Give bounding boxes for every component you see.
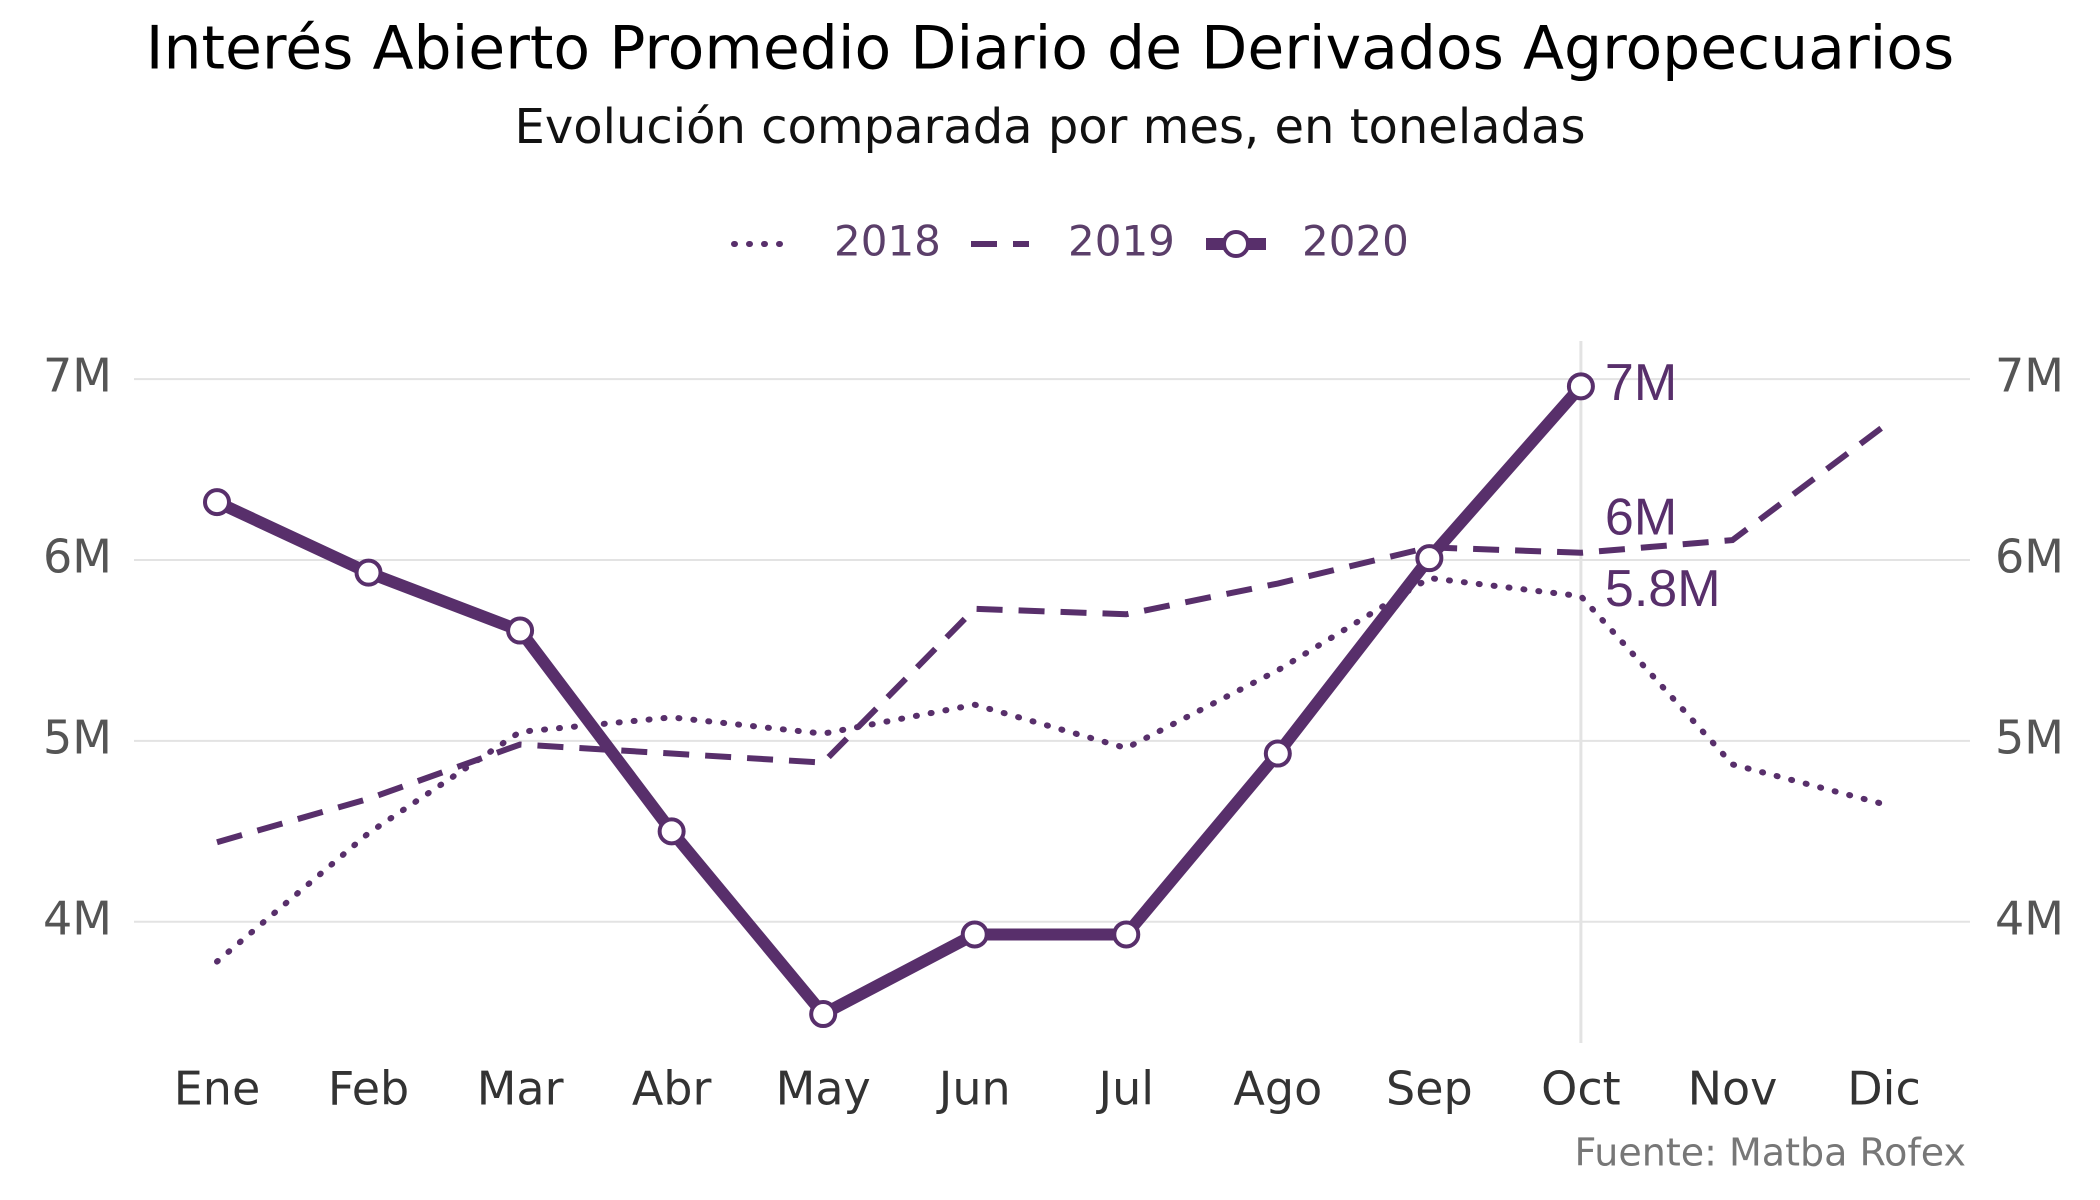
y-tick-label: 6M	[43, 529, 112, 583]
point	[657, 817, 686, 846]
x-tick-label: Jun	[936, 1062, 1011, 1116]
point	[1112, 920, 1141, 949]
point	[506, 616, 535, 645]
point	[809, 1000, 838, 1029]
y-tick-label-right: 6M	[1995, 529, 2064, 583]
y-tick-label-right: 5M	[1995, 710, 2064, 764]
point	[1566, 372, 1595, 401]
y-tick-label-right: 4M	[1995, 891, 2064, 945]
point	[1415, 544, 1444, 573]
x-tick-label: Sep	[1386, 1062, 1473, 1116]
source: Fuente: Matba Rofex	[1575, 1131, 1966, 1175]
series-line	[216, 423, 1886, 846]
legend-label: 2018	[834, 217, 941, 266]
y-tick-label: 4M	[43, 891, 112, 945]
chart-subtitle: Evolución comparada por mes, en tonelada…	[515, 99, 1586, 155]
value-label: 7M	[1605, 354, 1677, 412]
x-tick-label: Ene	[174, 1062, 261, 1116]
legend-label: 2019	[1068, 217, 1175, 266]
chart-title: Interés Abierto Promedio Diario de Deriv…	[146, 14, 1955, 84]
series-line	[214, 574, 1887, 965]
y-tick-label: 5M	[43, 710, 112, 764]
legend-marker	[1222, 230, 1250, 258]
x-tick-label: Abr	[632, 1062, 712, 1116]
point	[960, 920, 989, 949]
x-tick-label: Ago	[1233, 1062, 1322, 1116]
y-tick-label-right: 7M	[1995, 349, 2064, 403]
x-tick-label: Mar	[477, 1062, 564, 1116]
legend-label: 2020	[1302, 217, 1409, 266]
x-tick-label: Oct	[1541, 1062, 1621, 1116]
point	[1263, 739, 1292, 768]
x-tick-label: Nov	[1688, 1062, 1778, 1116]
y-tick-label: 7M	[43, 349, 112, 403]
point	[203, 488, 231, 517]
value-label: 5.8M	[1605, 560, 1721, 618]
x-tick-label: Feb	[328, 1062, 409, 1116]
value-label: 6M	[1605, 488, 1677, 546]
series-line	[214, 382, 1586, 1021]
point	[354, 558, 383, 587]
x-tick-label: Dic	[1847, 1062, 1921, 1116]
x-tick-label: May	[776, 1062, 871, 1116]
x-tick-label: Jul	[1096, 1062, 1155, 1116]
